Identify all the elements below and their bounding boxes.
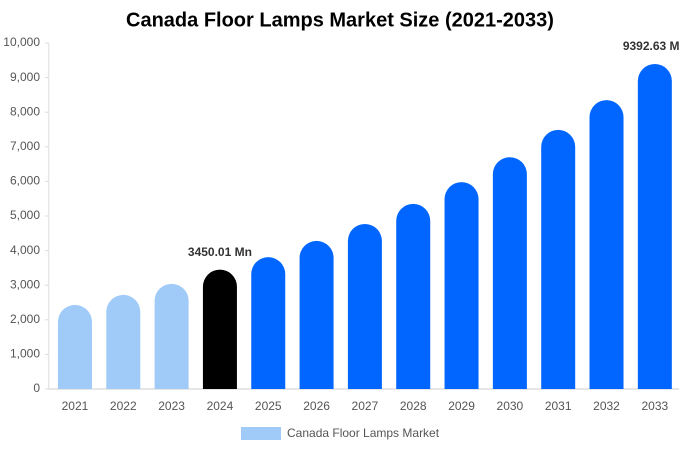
- x-tick-label: 2027: [352, 399, 379, 413]
- x-tick-label: 2029: [448, 399, 475, 413]
- bar: [57, 304, 92, 389]
- x-tick-label: 2025: [255, 399, 282, 413]
- y-tick-label: 10,000: [3, 35, 40, 49]
- y-tick-label: 2,000: [10, 312, 40, 326]
- y-tick-label: 7,000: [10, 139, 40, 153]
- y-tick-label: 3,000: [10, 277, 40, 291]
- y-tick-label: 0: [33, 381, 40, 395]
- bar: [396, 203, 431, 389]
- y-tick-label: 1,000: [10, 347, 40, 361]
- data-label: 9392.63 Mn: [623, 39, 680, 53]
- bar: [492, 157, 527, 389]
- bar: [444, 182, 479, 389]
- legend-label: Canada Floor Lamps Market: [287, 426, 440, 440]
- bar: [299, 240, 334, 389]
- x-tick-label: 2022: [110, 399, 137, 413]
- x-tick-label: 2023: [158, 399, 185, 413]
- bar: [589, 100, 624, 389]
- x-tick-label: 2028: [400, 399, 427, 413]
- y-tick-label: 5,000: [10, 208, 40, 222]
- y-tick-label: 4,000: [10, 243, 40, 257]
- bar: [637, 64, 672, 389]
- x-tick-label: 2021: [62, 399, 89, 413]
- x-tick-label: 2030: [497, 399, 524, 413]
- data-label: 3450.01 Mn: [188, 245, 252, 259]
- legend-swatch: [241, 427, 281, 440]
- y-tick-label: 6,000: [10, 174, 40, 188]
- bar: [202, 269, 237, 389]
- y-tick-label: 9,000: [10, 70, 40, 84]
- x-tick-label: 2032: [593, 399, 620, 413]
- bar: [541, 129, 576, 389]
- y-tick-label: 8,000: [10, 104, 40, 118]
- x-tick-label: 2026: [303, 399, 330, 413]
- bar: [106, 294, 141, 389]
- bar: [251, 257, 286, 389]
- chart-title: Canada Floor Lamps Market Size (2021-203…: [126, 9, 554, 31]
- x-tick-label: 2031: [545, 399, 572, 413]
- x-tick-label: 2033: [641, 399, 668, 413]
- bar: [347, 223, 382, 389]
- x-tick-label: 2024: [207, 399, 234, 413]
- bar: [154, 283, 189, 389]
